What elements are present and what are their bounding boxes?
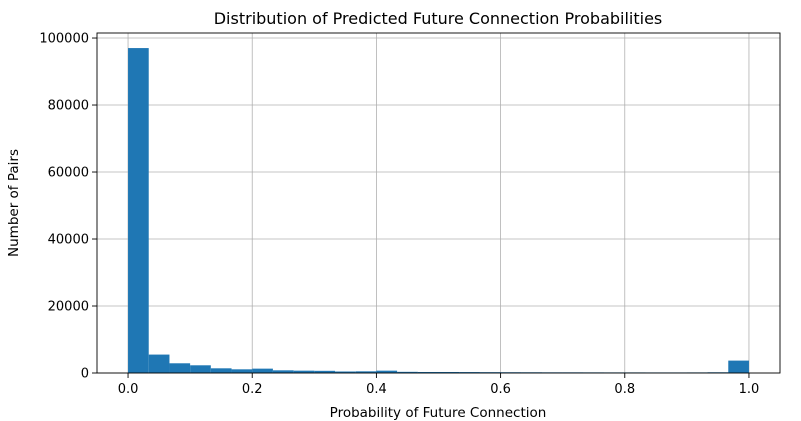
x-tick-label: 0.6 (490, 382, 511, 397)
y-gridlines (97, 37, 780, 374)
histogram-bar (397, 371, 418, 373)
histogram-bar (169, 363, 191, 373)
x-axis-label: Probability of Future Connection (330, 405, 547, 421)
y-tick-label: 60000 (48, 166, 89, 181)
histogram-bar (334, 371, 356, 373)
y-tick-label: 100000 (39, 32, 89, 47)
y-axis-label: Number of Pairs (6, 149, 22, 257)
plot-frame (96, 32, 781, 374)
histogram-bar (728, 360, 749, 373)
y-axis-ticks: 0 20000 40000 60000 80000 100000 (39, 32, 97, 382)
y-tick-label: 40000 (48, 233, 89, 248)
histogram-bar (272, 370, 294, 373)
x-tick-label: 0.4 (366, 382, 387, 397)
y-tick-label: 20000 (48, 300, 89, 315)
histogram-bar (459, 372, 480, 373)
histogram-bar (190, 365, 211, 373)
histogram-bar (438, 371, 460, 373)
y-tick-label: 0 (81, 367, 89, 382)
y-tick-label: 80000 (48, 99, 89, 114)
histogram-bar (148, 354, 170, 373)
x-tick-label: 0.8 (614, 382, 635, 397)
x-gridlines (127, 33, 750, 373)
x-axis-ticks: 0.0 0.2 0.4 0.6 0.8 1.0 (118, 373, 760, 397)
chart-title: Distribution of Predicted Future Connect… (214, 9, 663, 28)
histogram-bar (128, 48, 149, 374)
histogram-bar (417, 371, 439, 373)
histogram-bars (128, 48, 749, 374)
histogram-bar (355, 371, 377, 373)
histogram-bar (376, 370, 398, 373)
x-tick-label: 0.2 (242, 382, 263, 397)
x-tick-label: 1.0 (739, 382, 760, 397)
histogram-bar (210, 368, 232, 373)
x-tick-label: 0.0 (118, 382, 139, 397)
histogram-bar (231, 369, 253, 373)
histogram-bar (293, 370, 315, 373)
histogram-bar (314, 370, 335, 373)
histogram-bar (252, 368, 273, 373)
